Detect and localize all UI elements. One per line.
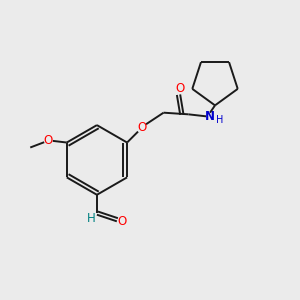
Text: O: O [118,215,127,228]
Text: N: N [205,110,215,124]
Text: O: O [44,134,53,147]
Text: O: O [137,121,147,134]
Text: H: H [216,115,223,124]
Text: O: O [176,82,185,95]
Text: H: H [87,212,95,224]
